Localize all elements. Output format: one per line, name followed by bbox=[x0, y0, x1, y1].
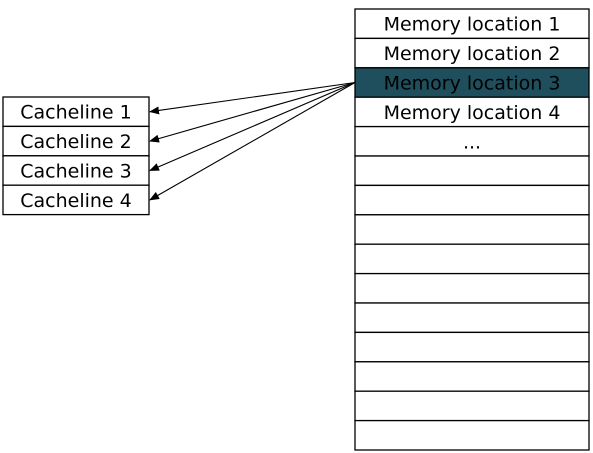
memory-row bbox=[354, 243, 590, 275]
memory-row bbox=[354, 302, 590, 334]
cacheline-table: Cacheline 1 Cacheline 2 Cacheline 3 Cacheli… bbox=[2, 96, 150, 216]
memory-row bbox=[354, 214, 590, 245]
memory-row bbox=[354, 96, 590, 128]
memory-row-label: Memory location 2 bbox=[384, 43, 561, 65]
memory-row bbox=[354, 272, 590, 304]
mapping-arrow bbox=[149, 81, 356, 143]
memory-row bbox=[354, 184, 590, 216]
memory-row-label: Memory location 4 bbox=[384, 102, 561, 124]
mapping-arrow bbox=[149, 81, 356, 172]
memory-row bbox=[354, 361, 590, 392]
cacheline-label: Cacheline 4 bbox=[20, 190, 132, 212]
memory-row-label: Memory location 3 bbox=[384, 73, 561, 95]
mapping-arrow bbox=[149, 81, 356, 115]
memory-row bbox=[354, 331, 590, 363]
memory-row bbox=[354, 419, 590, 451]
memory-row bbox=[354, 155, 590, 187]
cacheline-row bbox=[2, 155, 150, 186]
cacheline-label: Cacheline 1 bbox=[20, 102, 132, 124]
memory-table: Memory location 1 Memory location 2 Memory… bbox=[354, 8, 590, 451]
memory-row bbox=[354, 390, 590, 422]
cacheline-label: Cacheline 3 bbox=[20, 161, 132, 183]
memory-row-label: ... bbox=[463, 131, 481, 153]
memory-row bbox=[354, 37, 590, 69]
cacheline-label: Cacheline 2 bbox=[20, 131, 132, 153]
memory-row bbox=[354, 8, 590, 40]
cacheline-row bbox=[2, 184, 150, 216]
mapping-arrow bbox=[149, 82, 356, 201]
cacheline-row bbox=[2, 96, 150, 128]
mapping-arrows bbox=[149, 81, 356, 201]
memory-row-label: Memory location 1 bbox=[384, 14, 561, 36]
